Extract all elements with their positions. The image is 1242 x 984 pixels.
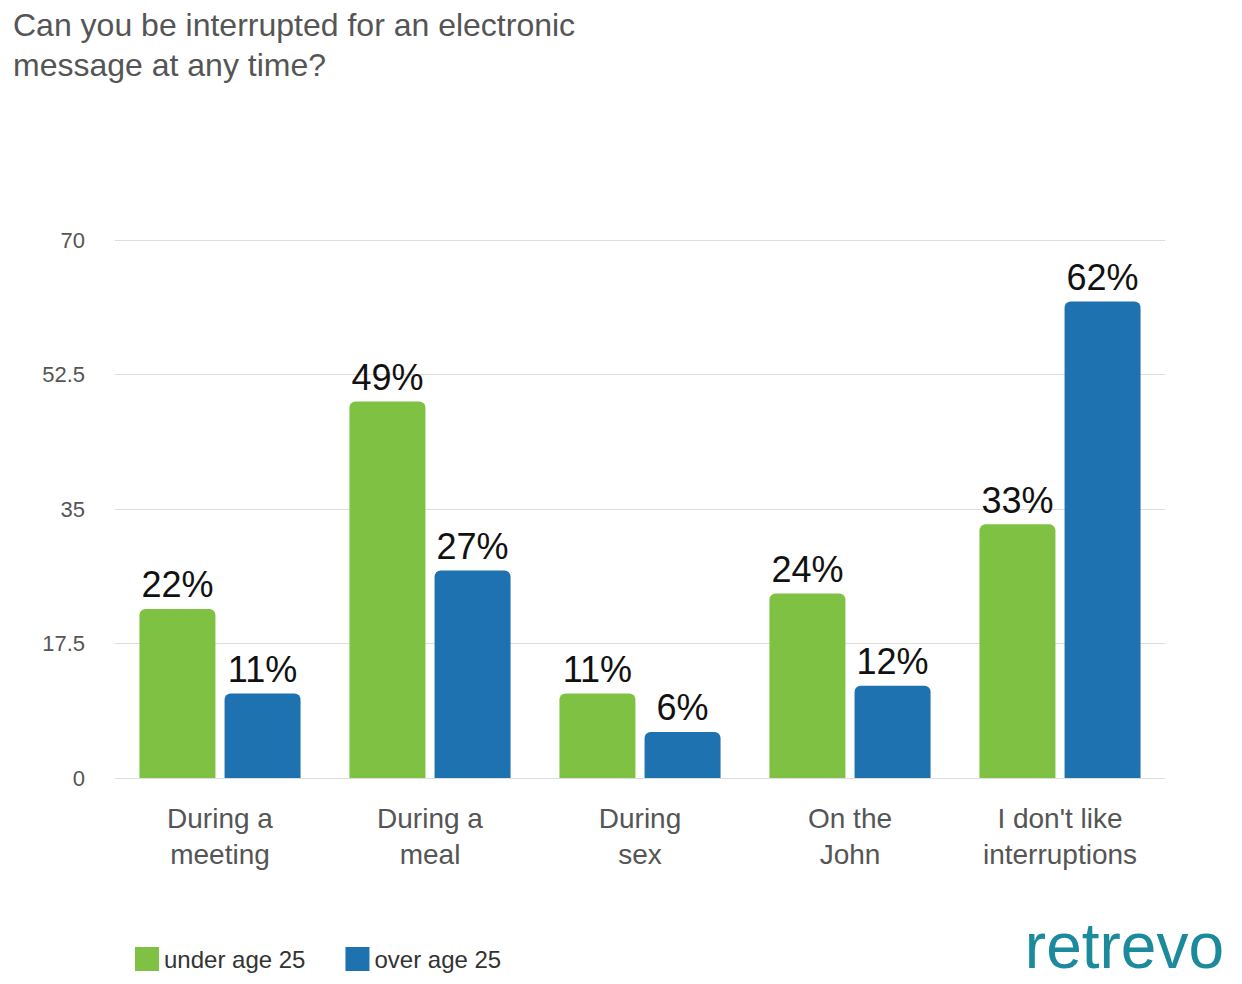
svg-text:meal: meal (400, 839, 461, 870)
svg-text:under age 25: under age 25 (164, 946, 305, 973)
svg-text:message at any time?: message at any time? (13, 47, 326, 83)
svg-text:33%: 33% (981, 480, 1053, 521)
svg-text:sex: sex (618, 839, 662, 870)
svg-text:I don't like: I don't like (997, 803, 1122, 834)
svg-text:12%: 12% (857, 641, 929, 682)
svg-text:22%: 22% (141, 564, 213, 605)
svg-text:62%: 62% (1067, 257, 1139, 298)
svg-text:49%: 49% (351, 357, 423, 398)
svg-text:over age 25: over age 25 (374, 946, 501, 973)
svg-text:During: During (599, 803, 681, 834)
svg-text:11%: 11% (228, 649, 297, 690)
svg-text:0: 0 (73, 766, 85, 791)
svg-text:During a: During a (167, 803, 273, 834)
svg-text:retrevo: retrevo (1025, 910, 1224, 982)
svg-text:24%: 24% (771, 549, 843, 590)
svg-text:interruptions: interruptions (983, 839, 1137, 870)
svg-text:52.5: 52.5 (42, 362, 85, 387)
svg-text:John: John (820, 839, 881, 870)
svg-text:meeting: meeting (170, 839, 270, 870)
svg-text:27%: 27% (437, 526, 509, 567)
svg-text:On the: On the (808, 803, 892, 834)
svg-text:Can you be interrupted for an: Can you be interrupted for an electronic (13, 7, 584, 43)
svg-text:35: 35 (61, 497, 85, 522)
svg-text:6%: 6% (657, 687, 709, 728)
svg-text:11%: 11% (563, 649, 632, 690)
svg-text:During a: During a (377, 803, 483, 834)
svg-text:17.5: 17.5 (42, 631, 85, 656)
svg-text:70: 70 (61, 228, 85, 253)
